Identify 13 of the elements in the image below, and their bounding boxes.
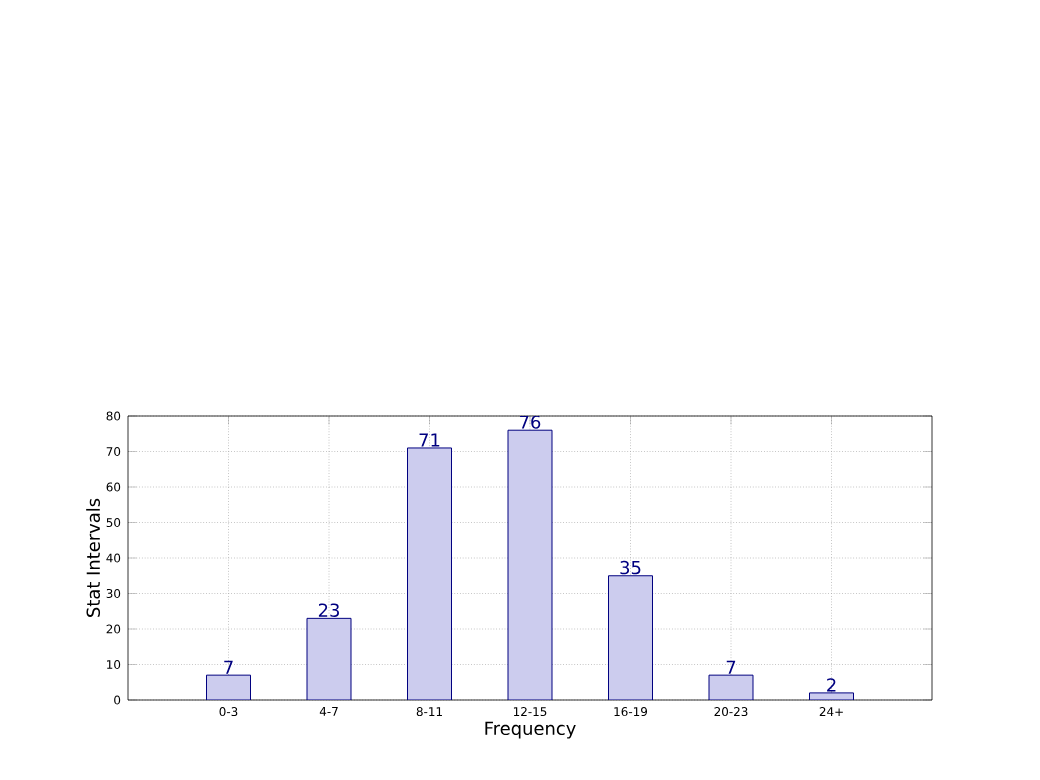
x-axis-title: Frequency <box>485 721 576 739</box>
data-label: 7 <box>224 660 233 674</box>
data-label: 35 <box>620 560 641 575</box>
data-label: 71 <box>419 433 440 447</box>
bar <box>306 617 352 700</box>
data-label: 23 <box>318 603 339 617</box>
bar <box>608 575 653 700</box>
y-axis-title: Stat Intervals <box>86 498 101 617</box>
bar <box>206 675 251 700</box>
data-label: 2 <box>827 678 836 692</box>
bar <box>507 429 553 700</box>
bar <box>407 447 452 700</box>
data-label: 7 <box>726 660 736 674</box>
